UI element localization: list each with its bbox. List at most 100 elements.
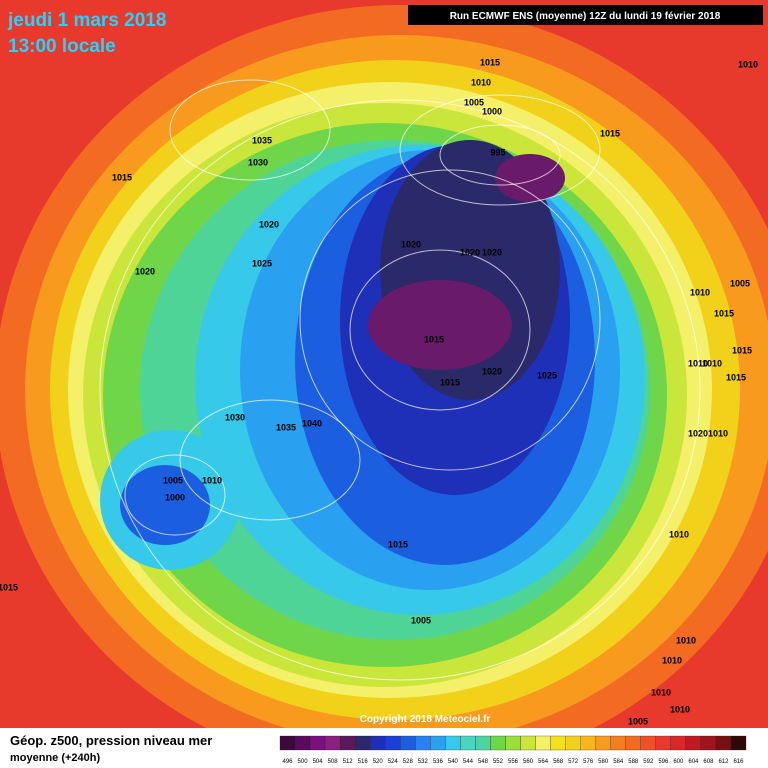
color-swatch — [520, 735, 536, 751]
color-swatch — [610, 735, 626, 751]
isobar-label: 1020 — [482, 366, 502, 376]
color-swatch — [715, 735, 732, 751]
scale-label: 552 — [493, 759, 504, 765]
color-swatch — [415, 735, 431, 751]
isobar-label: 1020 — [688, 428, 708, 438]
scale-label: 588 — [628, 759, 639, 765]
isobar-label: 1010 — [708, 428, 728, 438]
scale-label: 596 — [658, 759, 669, 765]
color-swatch — [339, 735, 356, 751]
isobar-label: 1010 — [669, 529, 689, 539]
isobar-label: 1010 — [670, 704, 690, 714]
footer-title: Géop. z500, pression niveau mer — [10, 733, 212, 748]
scale-label: 548 — [478, 759, 489, 765]
scale-label: 544 — [463, 759, 474, 765]
color-swatch — [685, 735, 702, 751]
color-swatch — [535, 735, 551, 751]
scale-label: 556 — [508, 759, 519, 765]
scale-label: 604 — [688, 759, 699, 765]
isobar-label: 1005 — [464, 97, 484, 107]
color-swatch — [565, 735, 581, 751]
color-swatch — [430, 735, 446, 751]
isobar-label: 1015 — [714, 308, 734, 318]
isobar-label: 1010 — [651, 687, 671, 697]
color-swatch — [490, 735, 506, 751]
color-swatch — [670, 735, 687, 751]
isobar-label: 1020 — [259, 219, 279, 229]
color-swatch — [385, 735, 401, 751]
footer-subtitle: moyenne (+240h) — [10, 752, 101, 764]
isobar-label: 1020 — [135, 266, 155, 276]
isobar-label: 1010 — [688, 358, 708, 368]
isobar-label: 1035 — [276, 422, 296, 432]
scale-label: 512 — [343, 759, 354, 765]
scale-label: 568 — [553, 759, 564, 765]
isobar-label: 1025 — [252, 258, 272, 268]
color-swatch — [400, 735, 416, 751]
color-swatch — [505, 735, 521, 751]
run-box — [408, 5, 763, 25]
isobar-label: 1015 — [388, 539, 408, 549]
isobar-label: 1035 — [252, 135, 272, 145]
isobar-label: 1005 — [628, 716, 648, 726]
scale-label: 612 — [718, 759, 729, 765]
isobar-label: 1025 — [537, 370, 557, 380]
isobar-label: 1015 — [112, 172, 132, 182]
color-swatch — [355, 735, 371, 751]
isobar-label: 995 — [490, 147, 505, 157]
color-swatch — [294, 735, 311, 751]
isobar-labels: 1015101010051000995101510101035103010151… — [0, 57, 758, 726]
scale-label: 540 — [448, 759, 459, 765]
run: Run ECMWF ENS (moyenne) 12Z du lundi 19 … — [450, 11, 721, 22]
color-swatch — [460, 735, 476, 751]
color-swatch — [640, 735, 656, 751]
copyright: Copyright 2018 Meteociel.fr — [360, 714, 491, 725]
scale-label: 560 — [523, 759, 534, 765]
isobar-label: 1015 — [600, 128, 620, 138]
scale-label: 536 — [433, 759, 444, 765]
color-swatch — [445, 735, 461, 751]
scale-label: 532 — [418, 759, 429, 765]
scale-label: 504 — [313, 759, 324, 765]
scale-label: 592 — [643, 759, 654, 765]
color-swatch — [309, 735, 326, 751]
scale-label: 608 — [703, 759, 714, 765]
color-swatch — [279, 735, 296, 751]
isobar-label: 1020 — [460, 247, 480, 257]
color-swatch — [700, 735, 717, 751]
isobar-label: 1005 — [730, 278, 750, 288]
isobar-label: 1030 — [248, 157, 268, 167]
color-swatch — [595, 735, 611, 751]
isobar-label: 1030 — [225, 412, 245, 422]
color-swatch — [324, 735, 341, 751]
scale-label: 528 — [403, 759, 414, 765]
isobar-label: 1040 — [302, 418, 322, 428]
scale-label: 496 — [283, 759, 294, 765]
scale-label: 580 — [598, 759, 609, 765]
isobar-label: 1010 — [738, 59, 758, 69]
isobar-label: 1010 — [690, 287, 710, 297]
color-swatch — [730, 735, 747, 751]
isobar-label: 1010 — [471, 77, 491, 87]
color-scale: 496 500 504 508 512 516 520 524 528 532 536 540 544 5… — [279, 735, 747, 765]
scale-label: 600 — [673, 759, 684, 765]
isobar-label: 1015 — [480, 57, 500, 67]
scale-label: 572 — [568, 759, 579, 765]
scale-label: 520 — [373, 759, 384, 765]
isobar-label: 1015 — [440, 377, 460, 387]
isobar-label: 1000 — [165, 492, 185, 502]
time: 13:00 locale — [8, 36, 116, 57]
isobar-label: 1005 — [411, 615, 431, 625]
color-swatch — [625, 735, 641, 751]
scale-label: 516 — [358, 759, 369, 765]
color-swatch — [475, 735, 491, 751]
isobar-label: 1015 — [424, 334, 444, 344]
isobar-label: 1015 — [726, 372, 746, 382]
isobar-label: 1000 — [482, 106, 502, 116]
isobar-label: 1020 — [401, 239, 421, 249]
scale-label: 500 — [298, 759, 309, 765]
isobar-label: 1005 — [163, 475, 183, 485]
isobar-label: 1010 — [202, 475, 222, 485]
isobar-label: 1020 — [482, 247, 502, 257]
